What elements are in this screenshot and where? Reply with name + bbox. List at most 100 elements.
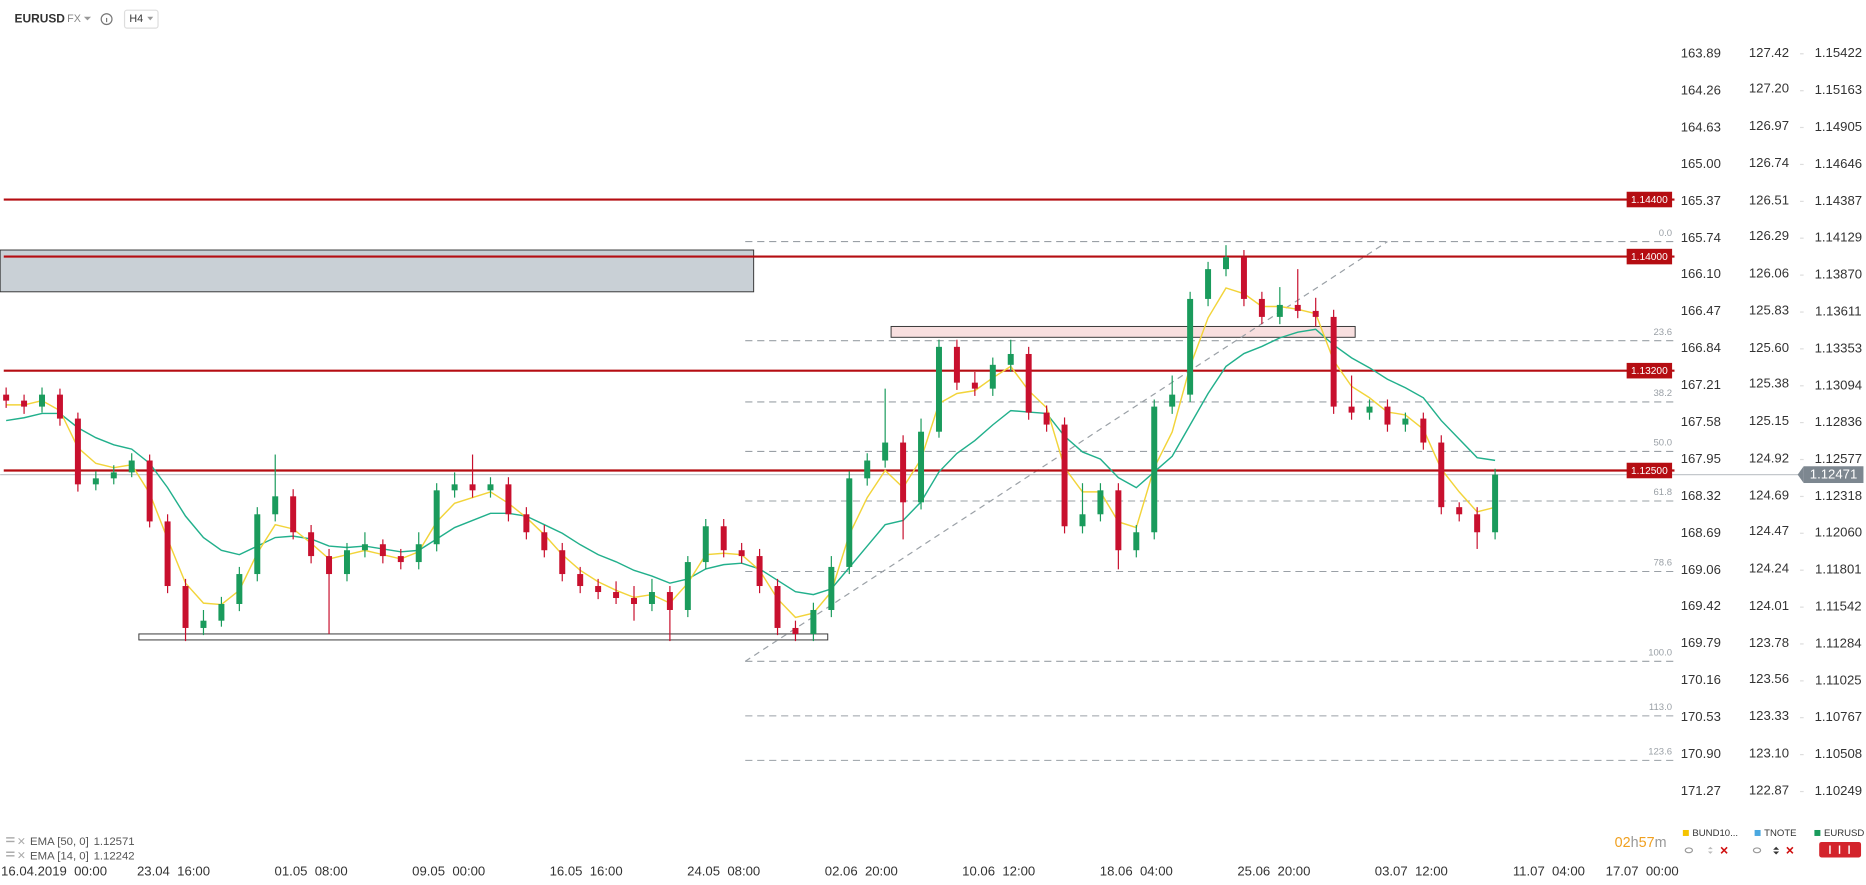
candle-body [379, 544, 386, 557]
extra-axis-label: 123.33 [1749, 708, 1789, 723]
candle-body [864, 460, 871, 479]
candle-body [1402, 418, 1409, 425]
candle-body [272, 496, 279, 515]
fib-label: 0.0 [1659, 228, 1672, 239]
toolbar: EURUSD FX H4 [15, 9, 159, 29]
extra-axis-label: 123.78 [1749, 635, 1789, 650]
candle-body [343, 550, 350, 575]
extra-axis-label: 165.74 [1681, 230, 1721, 245]
zone [138, 633, 829, 641]
x-tick-label: 16.05 16:00 [550, 863, 623, 878]
eye-icon[interactable] [1684, 847, 1694, 854]
legend-icon [6, 855, 15, 857]
level-label: 1.12500 [1631, 466, 1668, 477]
extra-axis-label: 125.15 [1749, 413, 1789, 428]
extra-axis-label: 126.51 [1749, 193, 1789, 208]
fib-label: 123.6 [1648, 747, 1672, 758]
candle-body [451, 484, 458, 491]
interval[interactable]: H4 [129, 13, 143, 25]
remove-icon[interactable] [1786, 846, 1794, 854]
candle-body [595, 586, 602, 593]
y-tick-label: 1.12577 [1815, 451, 1863, 466]
remove-icon[interactable] [1720, 846, 1728, 854]
tab-icons [1684, 841, 1862, 858]
market[interactable]: FX [67, 13, 81, 25]
candle-body [236, 574, 243, 604]
y-tick-label: 1.14646 [1815, 156, 1863, 171]
candle-body [1420, 418, 1427, 443]
candle-body [1205, 269, 1212, 299]
candle-body [1438, 442, 1445, 508]
candle-body [1384, 406, 1391, 425]
order-icon[interactable] [1773, 846, 1780, 855]
instrument-name[interactable]: TNOTE [1764, 828, 1796, 839]
candle-body [1007, 353, 1014, 365]
y-tick-label: 1.11542 [1815, 599, 1862, 614]
legend-close[interactable]: ✕ [17, 836, 26, 848]
candle-body [846, 478, 853, 567]
extra-axis-label: 170.53 [1681, 709, 1721, 724]
order-icon[interactable] [1707, 846, 1713, 854]
extra-axis-label: 124.01 [1749, 598, 1789, 613]
symbol[interactable]: EURUSD [15, 11, 66, 25]
candle-body [182, 586, 189, 628]
candle-body [1043, 412, 1050, 425]
x-tick-label: 10.06 12:00 [962, 863, 1035, 878]
candle-body [200, 620, 207, 628]
x-tick-label: 25.06 20:00 [1237, 863, 1310, 878]
candle-body [1079, 514, 1086, 527]
instrument-name[interactable]: BUND10... [1692, 828, 1738, 839]
candle-body [290, 496, 297, 533]
fib-label: 61.8 [1654, 487, 1673, 498]
legend-close[interactable]: ✕ [17, 850, 26, 862]
candle-body [1330, 316, 1337, 407]
extra-axis-label: 167.21 [1681, 377, 1721, 392]
interval-box[interactable] [123, 9, 159, 29]
extra-axis-label: 166.10 [1681, 266, 1721, 281]
legend-value: 1.12242 [94, 850, 135, 862]
extra-axis-label: 167.58 [1681, 414, 1721, 429]
extra-axis-label: 170.16 [1681, 672, 1721, 687]
candle-body [254, 514, 261, 575]
legend-entry: EMA [50, 0] 1.12571 [30, 836, 135, 848]
x-tick-label: 01.05 08:00 [275, 863, 348, 878]
candle-body [702, 526, 709, 563]
current-price-label: 1.12471 [1810, 467, 1858, 482]
legend-name: EMA [14, 0] [30, 850, 89, 862]
dropdown-caret[interactable] [83, 16, 92, 21]
x-tick-label: 24.05 08:00 [687, 863, 760, 878]
extra-axis-label: 124.69 [1749, 488, 1789, 503]
y-tick-label: 1.11284 [1815, 635, 1862, 650]
candle-body [792, 627, 799, 634]
candle-body [1223, 257, 1229, 270]
extra-axis-label: 126.74 [1749, 155, 1789, 170]
extra-axis-label: 125.60 [1749, 340, 1789, 355]
candle-body [92, 478, 99, 485]
candle-body [756, 556, 763, 587]
candle-body [1151, 406, 1158, 533]
extra-axis-label: 127.42 [1749, 45, 1789, 60]
candle-body [989, 364, 996, 389]
timer: 02h57m [1615, 835, 1667, 851]
candle-body [1240, 257, 1247, 299]
fib-label: 78.6 [1654, 558, 1673, 569]
y-tick-label: 1.10767 [1815, 709, 1863, 724]
eye-icon[interactable] [1752, 847, 1762, 854]
x-tick-label: 18.06 04:00 [1100, 863, 1173, 878]
candle-body [39, 394, 46, 407]
x-tick-label: 16.04.2019 00:00 [1, 863, 107, 878]
extra-axis-label: 169.06 [1681, 562, 1721, 577]
extra-axis-label: 126.97 [1749, 118, 1789, 133]
extra-axis-label: 123.56 [1749, 671, 1789, 686]
level-label-box [1626, 248, 1673, 265]
x-tick-label: 23.04 16:00 [137, 863, 210, 878]
extra-axis-label: 124.24 [1749, 561, 1789, 576]
x-tick-label: 09.05 00:00 [412, 863, 485, 878]
extra-axis-label: 165.00 [1681, 156, 1721, 171]
candle-body [1456, 507, 1463, 515]
instrument-name[interactable]: EURUSD [1824, 828, 1864, 839]
y-tick-label: 1.14905 [1815, 119, 1863, 134]
info-icon[interactable] [100, 13, 113, 26]
candle-body [1474, 514, 1481, 533]
candle-body [631, 598, 637, 604]
